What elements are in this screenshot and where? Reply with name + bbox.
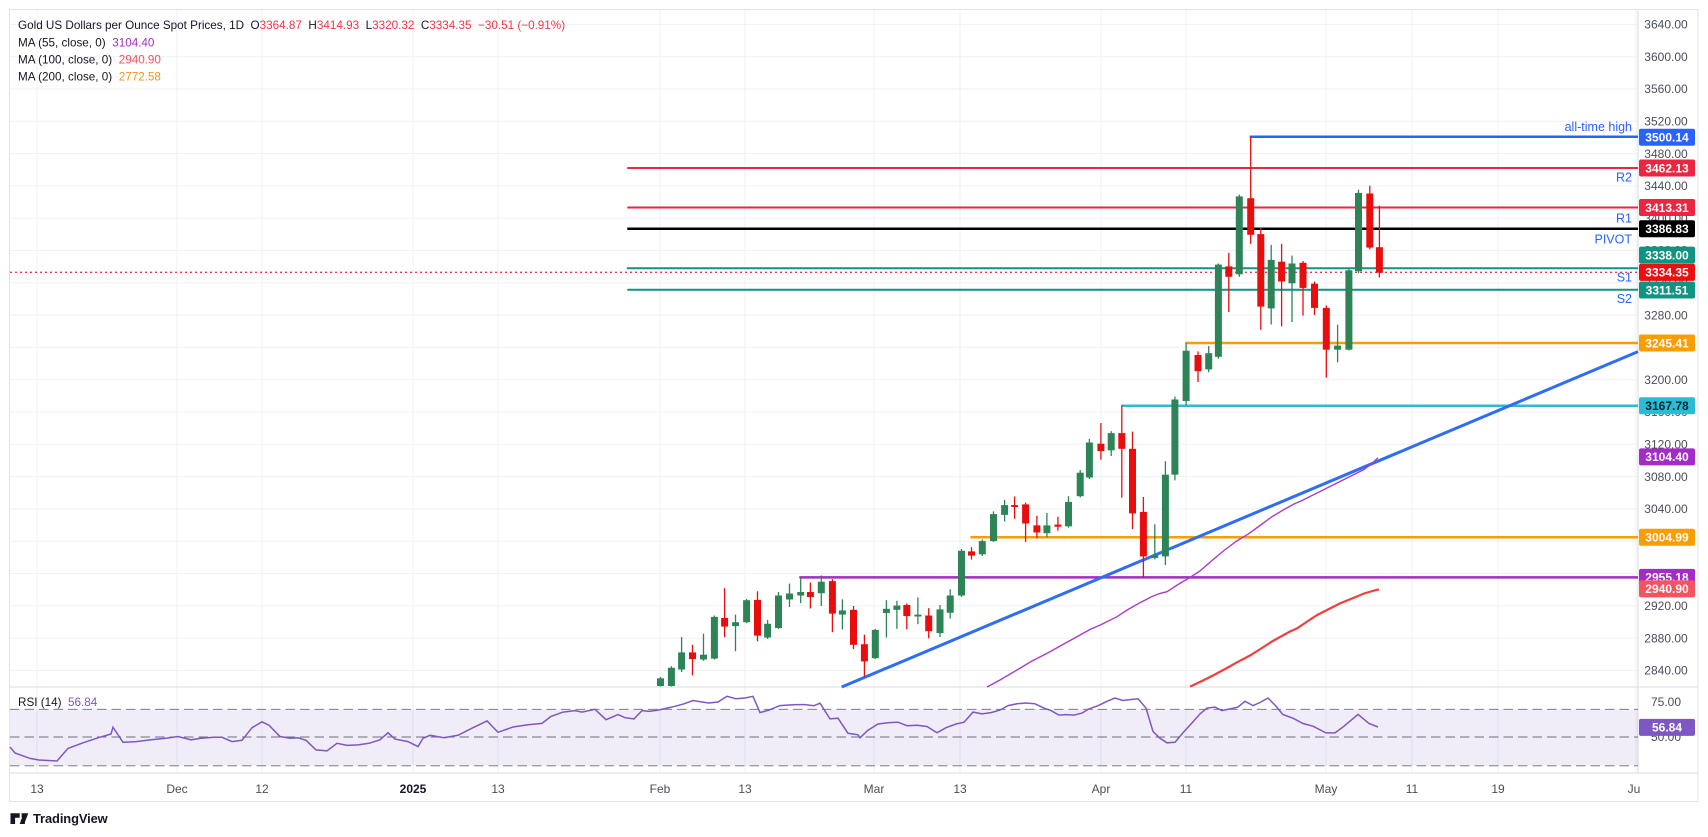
svg-text:Ju: Ju: [1628, 782, 1641, 796]
svg-text:Apr: Apr: [1092, 782, 1111, 796]
svg-text:2940.90: 2940.90: [1645, 582, 1689, 596]
svg-text:11: 11: [1180, 782, 1193, 796]
svg-text:3040.00: 3040.00: [1644, 502, 1688, 516]
svg-text:Feb: Feb: [650, 782, 671, 796]
svg-text:2025: 2025: [400, 782, 427, 796]
svg-text:R2: R2: [1616, 171, 1632, 185]
svg-text:3462.13: 3462.13: [1645, 161, 1689, 175]
svg-text:3560.00: 3560.00: [1644, 82, 1688, 96]
svg-text:Mar: Mar: [864, 782, 885, 796]
svg-text:13: 13: [30, 782, 44, 796]
svg-text:2920.00: 2920.00: [1644, 599, 1688, 613]
svg-text:all-time high: all-time high: [1565, 120, 1632, 134]
svg-text:56.84: 56.84: [1652, 721, 1682, 735]
svg-text:May: May: [1315, 782, 1338, 796]
svg-text:3520.00: 3520.00: [1644, 115, 1688, 129]
svg-text:3440.00: 3440.00: [1644, 179, 1688, 193]
svg-text:3280.00: 3280.00: [1644, 308, 1688, 322]
svg-text:3600.00: 3600.00: [1644, 50, 1688, 64]
svg-text:12: 12: [255, 782, 269, 796]
svg-text:3338.00: 3338.00: [1645, 248, 1689, 262]
svg-text:3245.41: 3245.41: [1645, 336, 1689, 350]
svg-text:11: 11: [1406, 782, 1419, 796]
svg-text:S1: S1: [1617, 271, 1632, 285]
svg-text:MA (200, close, 0) 2772.58: MA (200, close, 0) 2772.58: [18, 70, 161, 83]
svg-text:3640.00: 3640.00: [1644, 18, 1688, 32]
svg-text:PIVOT: PIVOT: [1594, 233, 1632, 247]
svg-text:19: 19: [1491, 782, 1505, 796]
svg-text:Gold US Dollars per Ounce Spot: Gold US Dollars per Ounce Spot Prices, 1…: [18, 19, 565, 32]
svg-text:3334.35: 3334.35: [1645, 266, 1689, 280]
svg-text:2880.00: 2880.00: [1644, 631, 1688, 645]
svg-text:3004.99: 3004.99: [1645, 531, 1689, 545]
svg-text:3386.83: 3386.83: [1645, 222, 1689, 236]
svg-text:3120.00: 3120.00: [1644, 438, 1688, 452]
svg-text:MA (55, close, 0) 3104.40: MA (55, close, 0) 3104.40: [18, 36, 155, 49]
svg-text:S2: S2: [1617, 292, 1632, 306]
svg-text:3311.51: 3311.51: [1646, 283, 1689, 297]
svg-text:3413.31: 3413.31: [1645, 201, 1689, 215]
svg-text:R1: R1: [1616, 212, 1632, 226]
svg-text:TradingView: TradingView: [33, 811, 109, 826]
svg-text:2840.00: 2840.00: [1644, 664, 1688, 678]
svg-text:13: 13: [491, 782, 505, 796]
svg-text:13: 13: [738, 782, 752, 796]
svg-text:3200.00: 3200.00: [1644, 373, 1688, 387]
svg-text:3480.00: 3480.00: [1644, 147, 1688, 161]
svg-text:RSI (14) 56.84: RSI (14) 56.84: [18, 696, 98, 709]
svg-text:75.00: 75.00: [1651, 695, 1681, 709]
svg-text:3500.14: 3500.14: [1645, 131, 1689, 145]
svg-text:3167.78: 3167.78: [1645, 399, 1689, 413]
svg-text:3080.00: 3080.00: [1644, 470, 1688, 484]
svg-text:Dec: Dec: [166, 782, 187, 796]
svg-text:3104.40: 3104.40: [1645, 450, 1689, 464]
svg-text:13: 13: [953, 782, 967, 796]
svg-text:MA (100, close, 0) 2940.90: MA (100, close, 0) 2940.90: [18, 53, 161, 66]
